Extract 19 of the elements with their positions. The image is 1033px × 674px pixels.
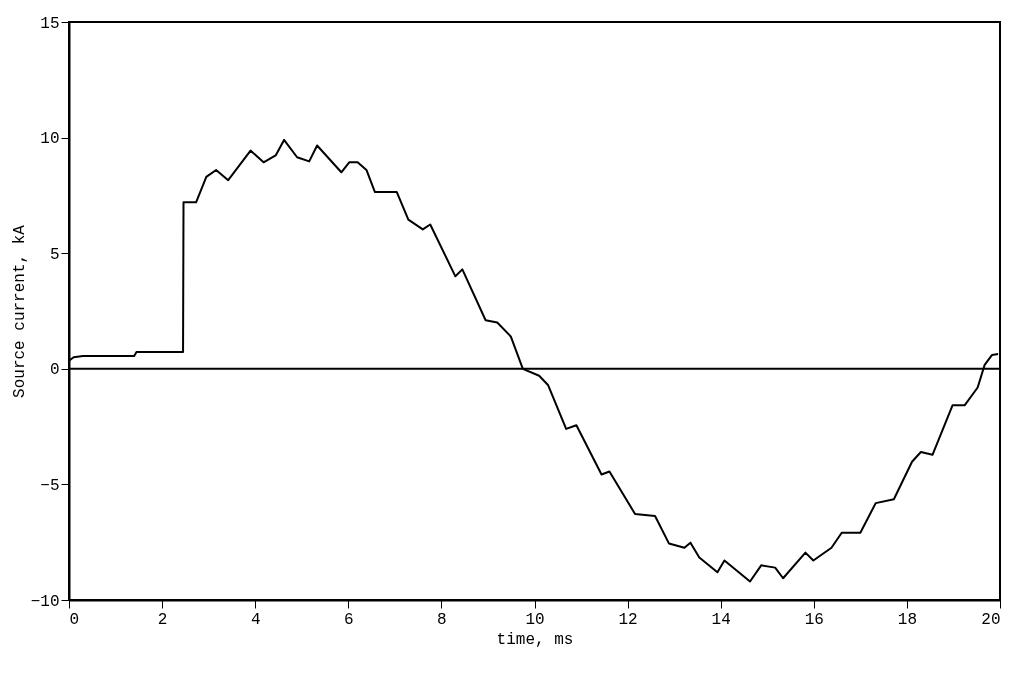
x-axis-title: time, ms xyxy=(496,630,574,649)
y-tick-label: −10 xyxy=(30,592,60,611)
x-tick-label: 12 xyxy=(618,610,638,629)
y-tick-label: 10 xyxy=(40,130,60,149)
x-tick-label: 4 xyxy=(250,610,261,629)
x-tick-label: 2 xyxy=(157,610,168,629)
y-tick-label: 15 xyxy=(40,14,60,33)
x-tick-label: 0 xyxy=(69,610,80,629)
x-tick-label: 16 xyxy=(804,610,824,629)
x-tick-label: 10 xyxy=(525,610,545,629)
x-tick-label: 6 xyxy=(344,610,354,629)
x-tick-label: 18 xyxy=(897,610,917,629)
y-tick-label: −5 xyxy=(40,476,60,495)
x-tick-label: 8 xyxy=(437,610,447,629)
y-tick-label: 5 xyxy=(49,245,60,264)
y-axis-title: Source current, kA xyxy=(10,224,29,398)
x-tick-label: 14 xyxy=(711,610,731,629)
y-tick-label: 0 xyxy=(49,361,60,380)
x-tick-label: 20 xyxy=(981,610,1001,629)
